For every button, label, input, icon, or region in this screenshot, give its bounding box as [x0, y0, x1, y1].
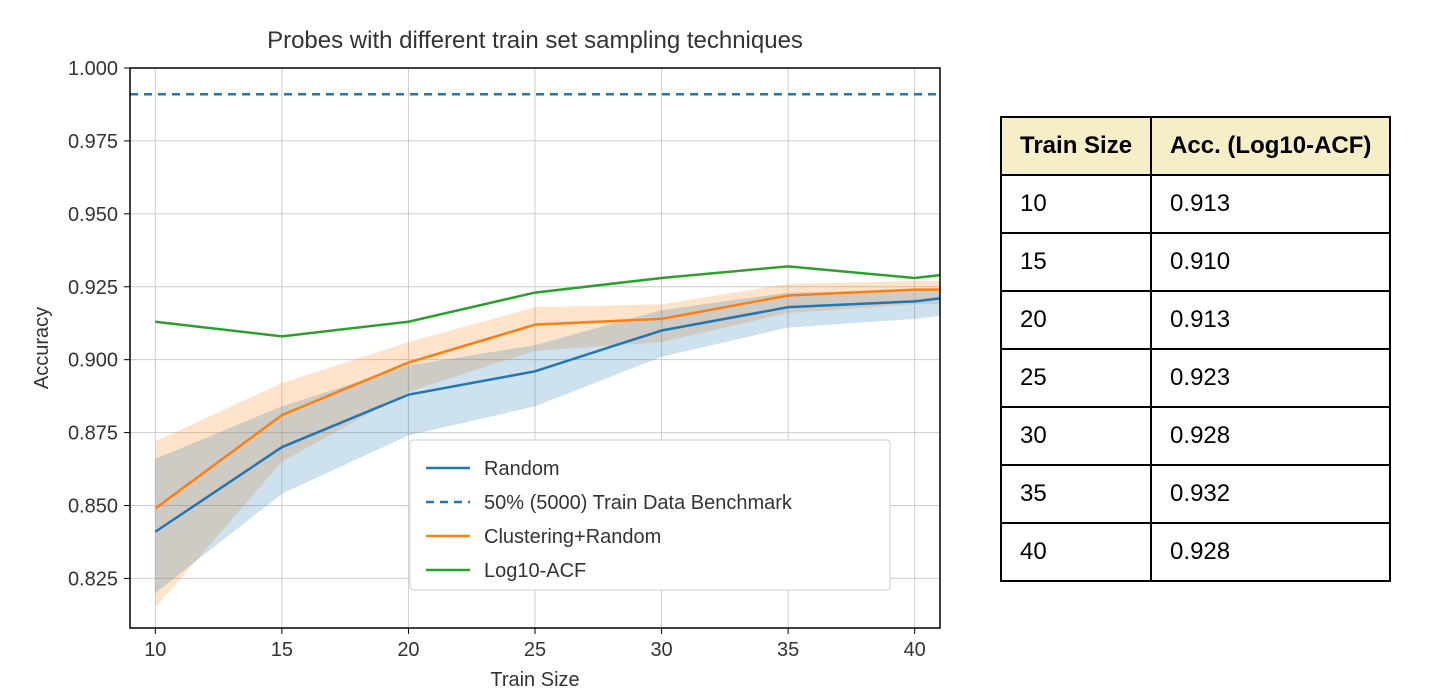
table-cell: 0.923 — [1151, 349, 1390, 407]
table-cell: 0.932 — [1151, 465, 1390, 523]
y-tick-label: 0.825 — [68, 568, 118, 590]
y-tick-label: 0.875 — [68, 423, 118, 445]
x-tick-label: 40 — [904, 639, 926, 661]
table-cell: 35 — [1001, 465, 1151, 523]
x-tick-label: 35 — [777, 639, 799, 661]
table-cell: 0.910 — [1151, 233, 1390, 291]
legend-label: Random — [484, 458, 560, 480]
table-cell: 40 — [1001, 523, 1151, 581]
table-row: 200.913 — [1001, 291, 1390, 349]
x-tick-label: 15 — [271, 639, 293, 661]
table-cell: 30 — [1001, 407, 1151, 465]
table-cell: 0.928 — [1151, 407, 1390, 465]
table-panel: Train SizeAcc. (Log10-ACF)100.913150.910… — [1000, 116, 1391, 582]
table-header-cell: Train Size — [1001, 117, 1151, 175]
y-tick-label: 0.900 — [68, 350, 118, 372]
legend-label: Clustering+Random — [484, 526, 661, 548]
legend-box — [410, 440, 890, 590]
table-cell: 0.913 — [1151, 175, 1390, 233]
line-chart: 10 15 20 25 30 35 40 0.825 0.850 0.875 0.900 0.925 0… — [20, 0, 960, 698]
accuracy-table: Train SizeAcc. (Log10-ACF)100.913150.910… — [1000, 116, 1391, 582]
chart-title: Probes with different train set sampling… — [267, 27, 803, 54]
figure-container: 101520253035400.8250.8500.8750.9000.9250… — [0, 0, 1456, 698]
x-tick-label: 25 — [524, 639, 546, 661]
legend-label: 50% (5000) Train Data Benchmark — [484, 492, 793, 514]
table-row: 300.928 — [1001, 407, 1390, 465]
x-tick-label: 30 — [650, 639, 672, 661]
x-axis-label: Train Size — [490, 669, 579, 691]
legend-label: Log10-ACF — [484, 560, 586, 582]
x-tick-label: 20 — [397, 639, 419, 661]
table-row: 400.928 — [1001, 523, 1390, 581]
table-row: 250.923 — [1001, 349, 1390, 407]
table-cell: 0.928 — [1151, 523, 1390, 581]
table-row: 100.913 — [1001, 175, 1390, 233]
chart-panel: 10 15 20 25 30 35 40 0.825 0.850 0.875 0.900 0.925 0… — [20, 0, 960, 698]
y-tick-label: 0.850 — [68, 496, 118, 518]
x-tick-label: 10 — [144, 639, 166, 661]
table-header-cell: Acc. (Log10-ACF) — [1151, 117, 1390, 175]
y-tick-label: 0.950 — [68, 204, 118, 226]
table-row: 150.910 — [1001, 233, 1390, 291]
y-tick-label: 0.925 — [68, 277, 118, 299]
table-cell: 20 — [1001, 291, 1151, 349]
y-axis-label: Accuracy — [31, 307, 53, 389]
table-cell: 25 — [1001, 349, 1151, 407]
table-cell: 0.913 — [1151, 291, 1390, 349]
table-cell: 15 — [1001, 233, 1151, 291]
table-row: 350.932 — [1001, 465, 1390, 523]
y-tick-label: 1.000 — [68, 58, 118, 80]
table-cell: 10 — [1001, 175, 1151, 233]
y-tick-label: 0.975 — [68, 131, 118, 153]
